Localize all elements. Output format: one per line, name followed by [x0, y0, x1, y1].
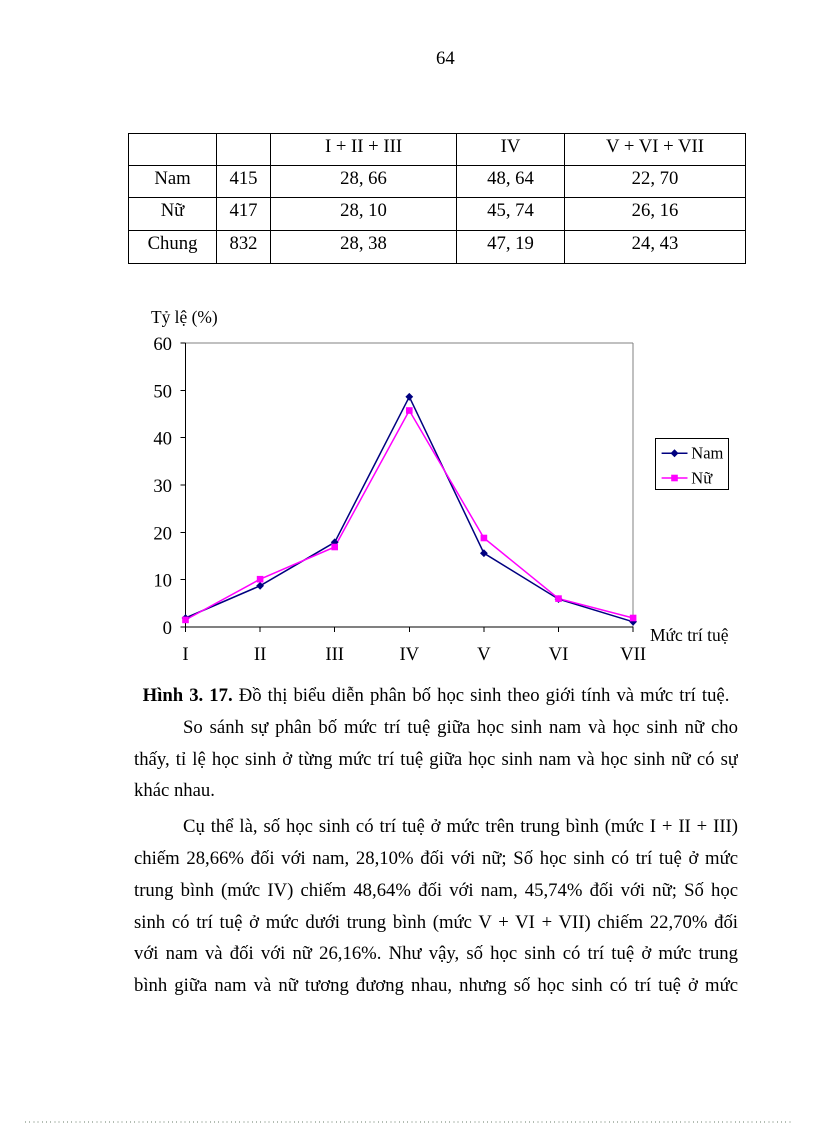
- svg-text:30: 30: [153, 476, 172, 497]
- svg-text:I: I: [182, 644, 188, 665]
- svg-text:III: III: [325, 644, 344, 665]
- svg-text:Nam: Nam: [691, 444, 723, 463]
- svg-text:Mức trí tuệ: Mức trí tuệ: [650, 625, 729, 645]
- svg-text:VI: VI: [549, 644, 569, 665]
- svg-text:20: 20: [153, 523, 172, 544]
- svg-text:IV: IV: [399, 644, 419, 665]
- svg-text:60: 60: [153, 334, 172, 355]
- svg-text:Nữ: Nữ: [691, 468, 713, 487]
- svg-text:Tỷ lệ (%): Tỷ lệ (%): [151, 307, 218, 327]
- svg-text:VII: VII: [620, 644, 646, 665]
- svg-text:10: 10: [153, 571, 172, 592]
- svg-text:40: 40: [153, 429, 172, 450]
- svg-text:0: 0: [163, 618, 172, 639]
- svg-text:V: V: [477, 644, 491, 665]
- svg-text:II: II: [254, 644, 266, 665]
- svg-text:50: 50: [153, 381, 172, 402]
